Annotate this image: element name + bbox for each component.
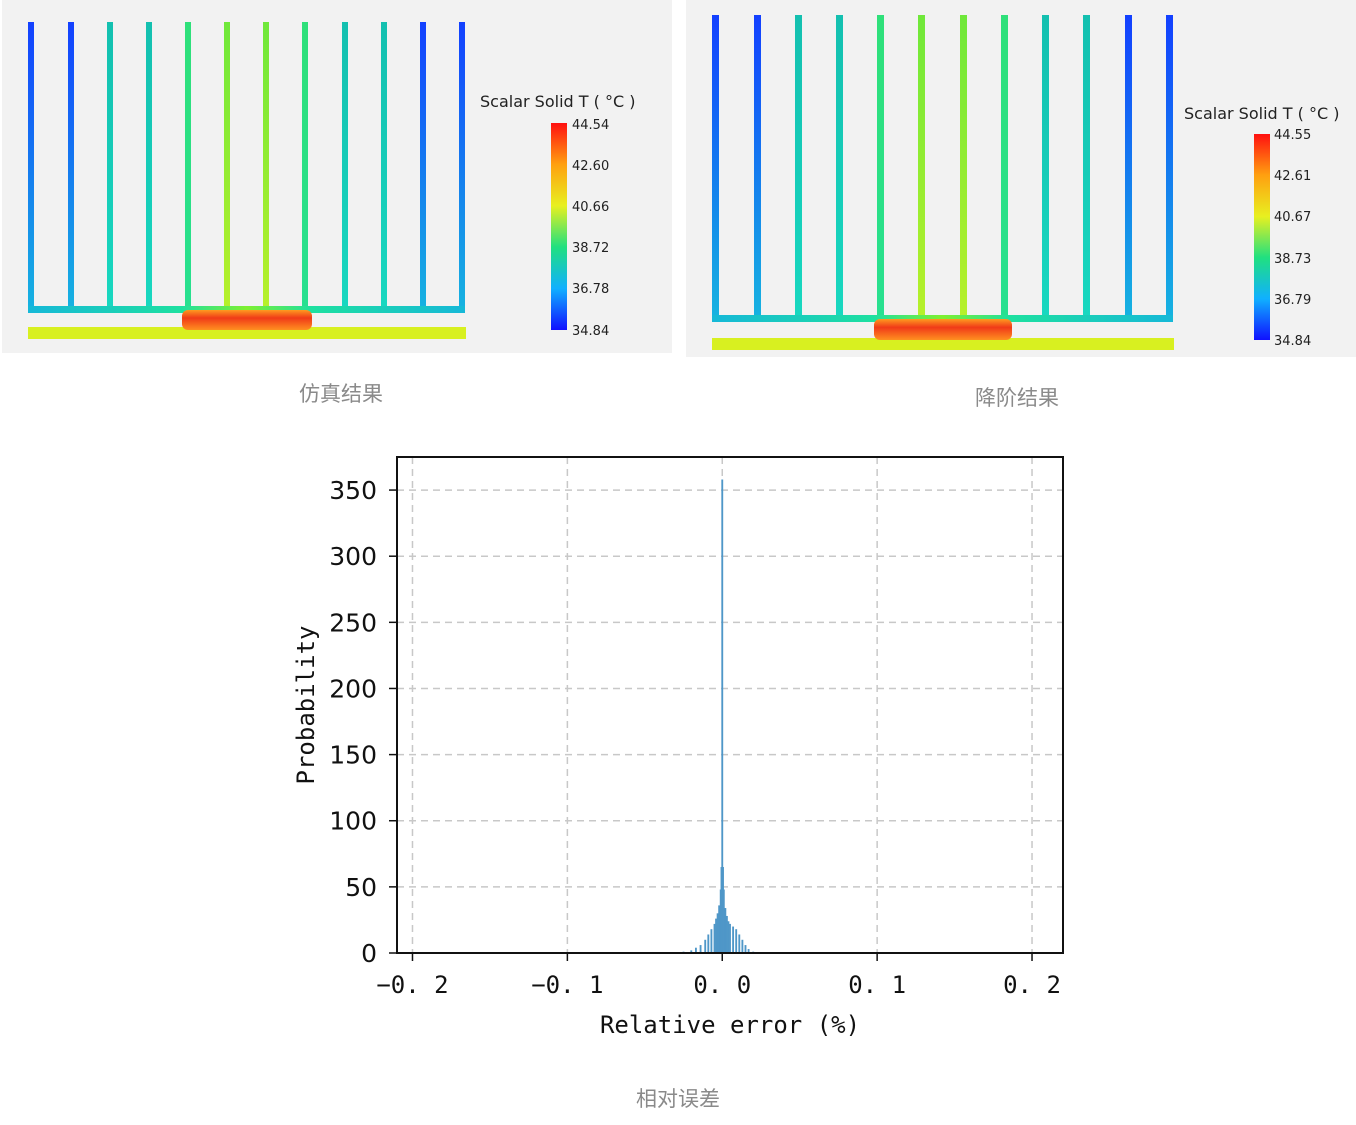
histogram-bar [724,908,727,953]
histogram-bar [707,934,710,953]
heat-source [874,319,1012,340]
bottom-plate [28,327,466,339]
histogram-bar [713,923,716,953]
legend-title: Scalar Solid T ( °C ) [1184,104,1339,123]
legend-tick: 40.66 [572,200,609,215]
plot-frame [396,456,1064,954]
legend-tick: 36.79 [1274,293,1311,308]
legend-tick: 34.84 [1274,334,1311,349]
grid [397,457,1063,953]
fin-11 [420,22,426,312]
reduced-order-caption: 降阶结果 [975,386,1059,410]
fin-7 [263,22,269,312]
fin-6 [918,15,925,320]
fin-2 [68,22,74,312]
bottom-plate [712,338,1174,350]
legend-tick: 40.67 [1274,210,1311,225]
fin-3 [795,15,802,320]
histogram-bar [729,923,731,953]
fin-2 [754,15,761,320]
y-tick-label: 250 [329,608,377,637]
histogram-bar [699,945,702,953]
histogram-bars [674,479,762,953]
y-tick-label: 50 [345,873,377,902]
fin-12 [1166,15,1173,320]
legend-title: Scalar Solid T ( °C ) [480,92,635,111]
legend-tick: 44.55 [1274,128,1311,143]
x-tick-label: 0. 2 [1003,971,1061,999]
fin-12 [459,22,465,312]
y-tick-label: 0 [361,939,377,968]
heatsink-base [712,315,1173,322]
y-tick-label: 300 [329,542,377,571]
histogram-bar [704,939,707,953]
histogram-bar [738,934,741,953]
y-axis-label: Probability [292,626,320,785]
fin-3 [107,22,113,312]
legend-tick: 42.60 [572,159,609,174]
reduced-order-image: Scalar Solid T ( °C ) 44.55 42.61 40.67 … [712,15,1339,350]
simulation-result-image: Scalar Solid T ( °C ) 44.54 42.60 40.66 … [28,22,635,339]
histogram-bar [747,949,750,953]
fin-7 [960,15,967,320]
y-tick-label: 100 [329,807,377,836]
fin-9 [342,22,348,312]
y-tick-label: 150 [329,741,377,770]
relative-error-caption: 相对误差 [636,1087,720,1111]
histogram-bar [735,929,738,953]
heatsink-base [28,306,465,313]
reduced-order-panel: Scalar Solid T ( °C ) 44.55 42.61 40.67 … [686,0,1356,357]
fin-1 [28,22,34,312]
fin-9 [1042,15,1049,320]
legend-tick: 36.78 [572,282,609,297]
legend-tick: 38.72 [572,241,609,256]
histogram-bar [744,945,747,953]
heat-source [182,310,312,330]
fin-5 [877,15,884,320]
legend-tick: 34.84 [572,324,609,339]
y-tick-label: 200 [329,674,377,703]
fin-6 [224,22,230,312]
x-tick-label: −0. 1 [531,971,603,999]
histogram-bar [694,947,697,953]
fin-8 [1001,15,1008,320]
fin-10 [1083,15,1090,320]
histogram-bar [732,926,735,953]
fin-1 [712,15,719,320]
histogram-bar [722,889,725,953]
histogram-bar [721,479,724,953]
x-tick-label: 0. 0 [693,971,751,999]
histogram-bar [715,918,717,953]
histogram-bar [718,905,721,953]
relative-error-histogram: −0. 2 −0. 1 0. 0 0. 1 0. 2 0 50 100 150 200 250 300… [292,456,1064,1039]
legend-tick: 38.73 [1274,252,1311,267]
fin-5 [185,22,191,312]
histogram-bar [710,929,713,953]
x-tick-label: −0. 2 [376,971,448,999]
histogram-bar [690,950,693,953]
histogram-bar [741,939,744,953]
simulation-result-caption: 仿真结果 [299,382,383,406]
legend-tick: 44.54 [572,118,609,133]
fin-11 [1125,15,1132,320]
x-axis-label: Relative error (%) [600,1011,860,1039]
histogram-bar [727,921,730,953]
axis-ticks: −0. 2 −0. 1 0. 0 0. 1 0. 2 0 50 100 150 200 250 300… [329,476,1061,999]
histogram-bar [716,913,719,953]
histogram-bar [725,915,728,953]
x-tick-label: 0. 1 [848,971,906,999]
colorbar [551,123,567,330]
y-tick-label: 350 [329,476,377,505]
fin-8 [302,22,308,312]
fin-4 [146,22,152,312]
legend-tick: 42.61 [1274,169,1311,184]
fin-4 [836,15,843,320]
simulation-result-panel: Scalar Solid T ( °C ) 44.54 42.60 40.66 … [2,0,672,353]
fin-10 [381,22,387,312]
colorbar [1254,134,1270,340]
